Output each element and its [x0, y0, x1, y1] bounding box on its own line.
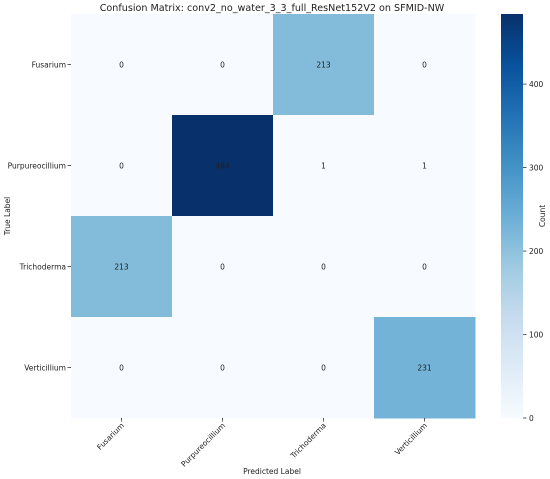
y-axis-label: True Label	[3, 197, 12, 237]
cell-value-label: 1	[321, 162, 326, 171]
chart-title: Confusion Matrix: conv2_no_water_3_3_ful…	[100, 3, 445, 14]
cell-value-label: 0	[422, 61, 427, 70]
cell-value-label: 0	[220, 61, 225, 70]
heatmap-cell	[172, 216, 274, 318]
x-tick-label: Verticillium	[393, 421, 429, 457]
heatmap-cell	[273, 317, 375, 419]
colorbar-label: Count	[538, 205, 547, 227]
colorbar-tick-label: 200	[529, 247, 544, 256]
colorbar-tick-label: 100	[529, 330, 544, 339]
cell-value-label: 1	[422, 162, 427, 171]
cell-value-label: 0	[119, 364, 124, 373]
heatmap-cell	[71, 317, 173, 419]
colorbar: 0 100 200 300 400	[501, 14, 544, 423]
y-tick-label: Fusarium	[32, 60, 66, 69]
heatmap-cells: 0 0 213 0 0 484 1 1 213 0 0 0 0 0 0 231	[71, 14, 476, 419]
heatmap-cell	[273, 216, 375, 318]
heatmap-cell	[172, 14, 274, 116]
cell-value-label: 0	[321, 263, 326, 272]
cell-value-label: 213	[114, 263, 129, 272]
y-tick-label: Purpureocillium	[8, 161, 66, 170]
colorbar-tick-label: 300	[529, 163, 544, 172]
heatmap-cell	[374, 317, 476, 419]
x-tick-label: Fusarium	[95, 421, 126, 452]
cell-value-label: 0	[119, 61, 124, 70]
heatmap-cell	[374, 14, 476, 116]
x-axis-label: Predicted Label	[243, 467, 301, 476]
colorbar-gradient	[501, 14, 523, 418]
heatmap-cell	[71, 115, 173, 217]
cell-value-label: 213	[316, 61, 331, 70]
heatmap-cell	[172, 115, 274, 217]
heatmap-cell	[71, 14, 173, 116]
cell-value-label: 484	[215, 162, 230, 171]
cell-value-label: 0	[119, 162, 124, 171]
cell-value-label: 0	[321, 364, 326, 373]
colorbar-tick-label: 0	[529, 414, 534, 423]
heatmap-cell	[374, 115, 476, 217]
heatmap-cell	[172, 317, 274, 419]
y-tick-label: Verticillium	[24, 363, 66, 372]
x-tick-label: Purpureocillium	[179, 421, 227, 469]
y-tick-labels: Fusarium Purpureocillium Trichoderma Vertic…	[8, 60, 71, 372]
cell-value-label: 231	[417, 364, 432, 373]
cell-value-label: 0	[220, 364, 225, 373]
cell-value-label: 0	[220, 263, 225, 272]
x-tick-label: Trichoderma	[288, 421, 328, 461]
x-tick-labels: Fusarium Purpureocillium Trichoderma Vertic…	[95, 418, 429, 469]
heatmap-cell	[273, 14, 375, 116]
heatmap-cell	[71, 216, 173, 318]
heatmap-cell	[374, 216, 476, 318]
cell-value-label: 0	[422, 263, 427, 272]
y-tick-label: Trichoderma	[19, 262, 66, 271]
heatmap-cell	[273, 115, 375, 217]
colorbar-tick-label: 400	[529, 80, 544, 89]
